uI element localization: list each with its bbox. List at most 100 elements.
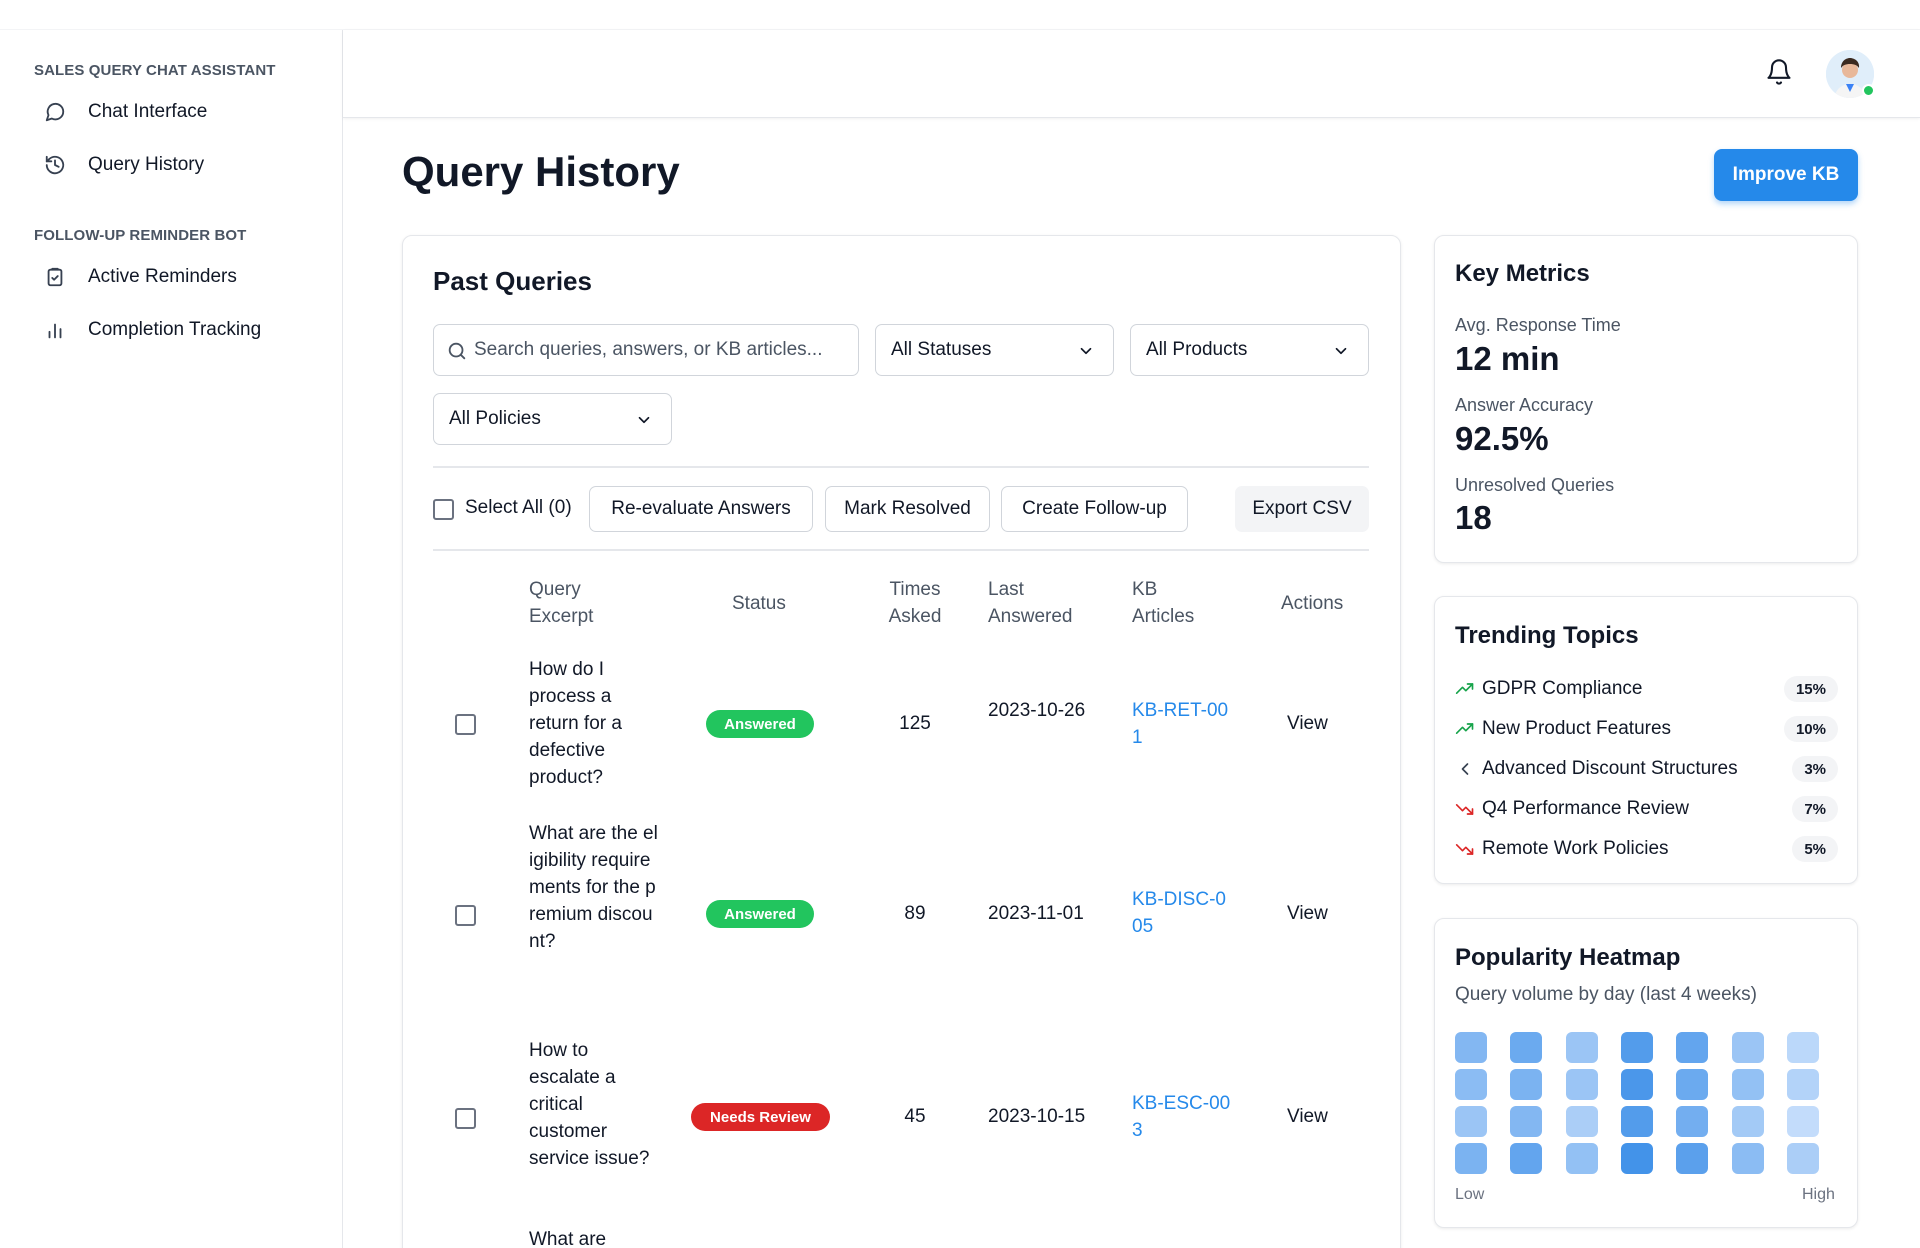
metric-value: 18 bbox=[1455, 499, 1492, 536]
status-filter-select[interactable]: All Statuses bbox=[875, 324, 1114, 376]
heatmap-cell[interactable] bbox=[1620, 1032, 1653, 1063]
heatmap-cell[interactable] bbox=[1565, 1032, 1598, 1063]
export-csv-button[interactable]: Export CSV bbox=[1235, 486, 1369, 532]
last-answered: 2023-11-01 bbox=[988, 903, 1084, 924]
avatar[interactable] bbox=[1826, 50, 1874, 98]
query-excerpt: How to escalate a critical customer serv… bbox=[529, 1040, 650, 1169]
sidebar-item-label: Completion Tracking bbox=[88, 319, 262, 340]
policy-filter-select[interactable]: All Policies bbox=[433, 393, 672, 445]
trending-topic-label: Remote Work Policies bbox=[1482, 838, 1669, 859]
trending-topic-label: New Product Features bbox=[1482, 718, 1672, 739]
sidebar-item-label: Active Reminders bbox=[88, 266, 237, 287]
trending-topic-row[interactable]: Advanced Discount Structures 3% bbox=[1455, 754, 1838, 784]
heatmap-cell[interactable] bbox=[1455, 1106, 1487, 1137]
metric-label: Unresolved Queries bbox=[1455, 475, 1615, 495]
sidebar bbox=[0, 30, 343, 1248]
heatmap-cell[interactable] bbox=[1731, 1143, 1764, 1174]
heatmap-cell[interactable] bbox=[1455, 1032, 1487, 1063]
product-filter-value: All Products bbox=[1146, 339, 1248, 360]
trend-up-icon bbox=[1455, 719, 1479, 739]
column-header-status: Status bbox=[732, 593, 786, 614]
heatmap-cell[interactable] bbox=[1731, 1069, 1764, 1100]
trending-topics-title: Trending Topics bbox=[1455, 622, 1639, 649]
reevaluate-answers-button[interactable]: Re-evaluate Answers bbox=[589, 486, 813, 532]
status-badge: Answered bbox=[706, 710, 814, 738]
trending-topic-row[interactable]: New Product Features 10% bbox=[1455, 714, 1838, 744]
status-filter-value: All Statuses bbox=[891, 339, 992, 360]
improve-kb-button[interactable]: Improve KB bbox=[1714, 149, 1858, 201]
popularity-heatmap-title: Popularity Heatmap bbox=[1455, 944, 1681, 971]
heatmap-cell[interactable] bbox=[1731, 1032, 1764, 1063]
heatmap-cell[interactable] bbox=[1620, 1106, 1653, 1137]
heatmap-cell[interactable] bbox=[1565, 1106, 1598, 1137]
view-link[interactable]: View bbox=[1287, 1106, 1328, 1127]
trend-down-icon bbox=[1455, 799, 1479, 819]
kb-article-link[interactable]: KB-ESC-003 bbox=[1132, 1093, 1231, 1141]
heatmap-cell[interactable] bbox=[1455, 1069, 1487, 1100]
search-input[interactable]: Search queries, answers, or KB articles.… bbox=[433, 324, 859, 376]
heatmap-cell[interactable] bbox=[1510, 1106, 1543, 1137]
sidebar-item-active-reminders[interactable]: Active Reminders bbox=[34, 257, 324, 297]
row-checkbox[interactable] bbox=[455, 905, 476, 926]
trending-topic-row[interactable]: GDPR Compliance 15% bbox=[1455, 674, 1838, 704]
trending-topic-row[interactable]: Remote Work Policies 5% bbox=[1455, 834, 1838, 864]
bar-chart-icon bbox=[44, 319, 66, 341]
chat-bubble-icon bbox=[44, 101, 66, 123]
select-all-checkbox[interactable] bbox=[433, 499, 454, 520]
online-status-dot bbox=[1862, 84, 1875, 97]
heatmap-cell[interactable] bbox=[1676, 1069, 1709, 1100]
heatmap-cell[interactable] bbox=[1786, 1032, 1819, 1063]
sidebar-section-title: FOLLOW-UP REMINDER BOT bbox=[34, 227, 247, 244]
row-checkbox[interactable] bbox=[455, 714, 476, 735]
heatmap-cell[interactable] bbox=[1786, 1069, 1819, 1100]
heatmap-cell[interactable] bbox=[1786, 1106, 1819, 1137]
heatmap-cell[interactable] bbox=[1786, 1143, 1819, 1174]
trending-topic-percent: 7% bbox=[1792, 796, 1838, 822]
key-metrics-title: Key Metrics bbox=[1455, 260, 1590, 287]
history-icon bbox=[44, 154, 66, 176]
times-asked: 125 bbox=[899, 713, 931, 734]
heatmap-cell[interactable] bbox=[1455, 1143, 1487, 1174]
heatmap-cell[interactable] bbox=[1620, 1143, 1653, 1174]
mark-resolved-button[interactable]: Mark Resolved bbox=[825, 486, 990, 532]
status-badge: Needs Review bbox=[691, 1103, 830, 1131]
chevron-left-icon bbox=[1455, 759, 1479, 779]
row-checkbox[interactable] bbox=[455, 1108, 476, 1129]
kb-article-link[interactable]: KB-RET-001 bbox=[1132, 700, 1229, 748]
trending-topic-percent: 15% bbox=[1783, 676, 1838, 702]
metric-label: Answer Accuracy bbox=[1455, 395, 1594, 415]
heatmap-cell[interactable] bbox=[1676, 1032, 1709, 1063]
heatmap-cell[interactable] bbox=[1731, 1106, 1764, 1137]
chevron-down-icon bbox=[635, 411, 653, 435]
product-filter-select[interactable]: All Products bbox=[1130, 324, 1369, 376]
metric-value: 12 min bbox=[1455, 340, 1560, 377]
heatmap-cell[interactable] bbox=[1510, 1032, 1543, 1063]
sidebar-item-query-history[interactable]: Query History bbox=[34, 145, 324, 185]
heatmap-cell[interactable] bbox=[1620, 1069, 1653, 1100]
column-header-actions: Actions bbox=[1281, 593, 1344, 614]
trending-topic-label: Q4 Performance Review bbox=[1482, 798, 1689, 819]
sidebar-item-label: Chat Interface bbox=[88, 101, 208, 122]
sidebar-item-chat-interface[interactable]: Chat Interface bbox=[34, 92, 324, 132]
heatmap-cell[interactable] bbox=[1565, 1143, 1598, 1174]
select-all-label: Select All (0) bbox=[465, 497, 572, 518]
heatmap-cell[interactable] bbox=[1510, 1069, 1543, 1100]
trending-topic-row[interactable]: Q4 Performance Review 7% bbox=[1455, 794, 1838, 824]
view-link[interactable]: View bbox=[1287, 713, 1328, 734]
trending-topic-percent: 10% bbox=[1783, 716, 1838, 742]
heatmap-cell[interactable] bbox=[1565, 1069, 1598, 1100]
metric-value: 92.5% bbox=[1455, 420, 1549, 457]
heatmap-cell[interactable] bbox=[1510, 1143, 1543, 1174]
chevron-down-icon bbox=[1077, 342, 1095, 366]
policy-filter-value: All Policies bbox=[449, 408, 541, 429]
sidebar-item-completion-tracking[interactable]: Completion Tracking bbox=[34, 310, 324, 350]
heatmap-cell[interactable] bbox=[1676, 1106, 1709, 1137]
popularity-heatmap-subtitle: Query volume by day (last 4 weeks) bbox=[1455, 984, 1758, 1005]
trend-up-icon bbox=[1455, 679, 1479, 699]
create-follow-up-button[interactable]: Create Follow-up bbox=[1001, 486, 1188, 532]
heatmap-cell[interactable] bbox=[1676, 1143, 1709, 1174]
trending-topics-card bbox=[1434, 596, 1858, 884]
bell-icon[interactable] bbox=[1765, 58, 1793, 86]
kb-article-link[interactable]: KB-DISC-005 bbox=[1132, 889, 1226, 937]
view-link[interactable]: View bbox=[1287, 903, 1328, 924]
